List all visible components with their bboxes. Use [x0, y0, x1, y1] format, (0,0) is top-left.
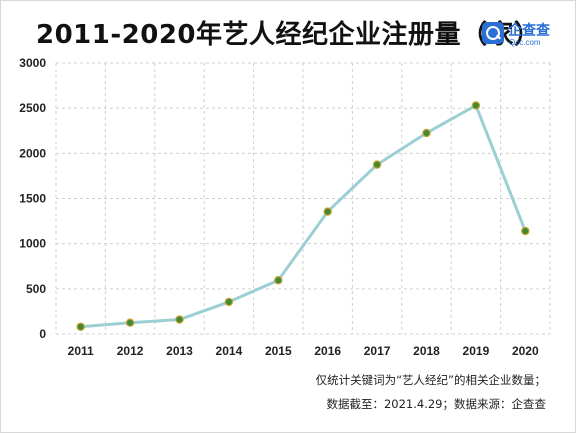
note-scope: 仅统计关键词为“艺人经纪”的相关企业数量； — [315, 373, 546, 387]
x-tick-label: 2019 — [463, 344, 490, 358]
y-tick-label: 0 — [39, 327, 46, 341]
data-point — [323, 207, 332, 216]
x-tick-label: 2018 — [413, 344, 440, 358]
chart-title: 2011-2020年艺人经纪企业注册量（家） — [36, 20, 541, 50]
series-line — [80, 103, 527, 329]
data-point — [175, 315, 184, 324]
y-tick-label: 2500 — [19, 101, 46, 115]
x-tick-label: 2014 — [216, 344, 243, 358]
y-tick-label: 1000 — [19, 237, 46, 251]
data-point — [422, 128, 431, 138]
data-point — [372, 160, 382, 169]
qcc-logo: 企查查 Qcc.com — [482, 20, 562, 52]
data-point — [274, 276, 283, 285]
x-tick-label: 2017 — [364, 344, 391, 358]
data-point — [471, 101, 481, 110]
logo-url: Qcc.com — [509, 38, 541, 47]
x-tick-label: 2011 — [68, 344, 94, 358]
y-tick-label: 3000 — [19, 56, 46, 70]
x-tick-label: 2012 — [117, 344, 144, 358]
y-tick-label: 2000 — [19, 146, 46, 160]
data-point — [521, 226, 530, 236]
y-tick-label: 500 — [26, 282, 46, 296]
data-point — [76, 322, 85, 331]
note-source: 数据截至：2021.4.29；数据来源：企查查 — [326, 397, 546, 411]
logo-name: 企查查 — [508, 23, 550, 39]
x-tick-label: 2015 — [265, 344, 292, 358]
data-point — [224, 297, 234, 307]
x-tick-label: 2016 — [314, 344, 341, 358]
y-tick-label: 1500 — [19, 192, 46, 206]
x-tick-label: 2013 — [166, 344, 193, 358]
magnifier-logo-icon — [482, 22, 504, 44]
x-tick-label: 2020 — [512, 344, 539, 358]
data-point — [125, 318, 135, 327]
